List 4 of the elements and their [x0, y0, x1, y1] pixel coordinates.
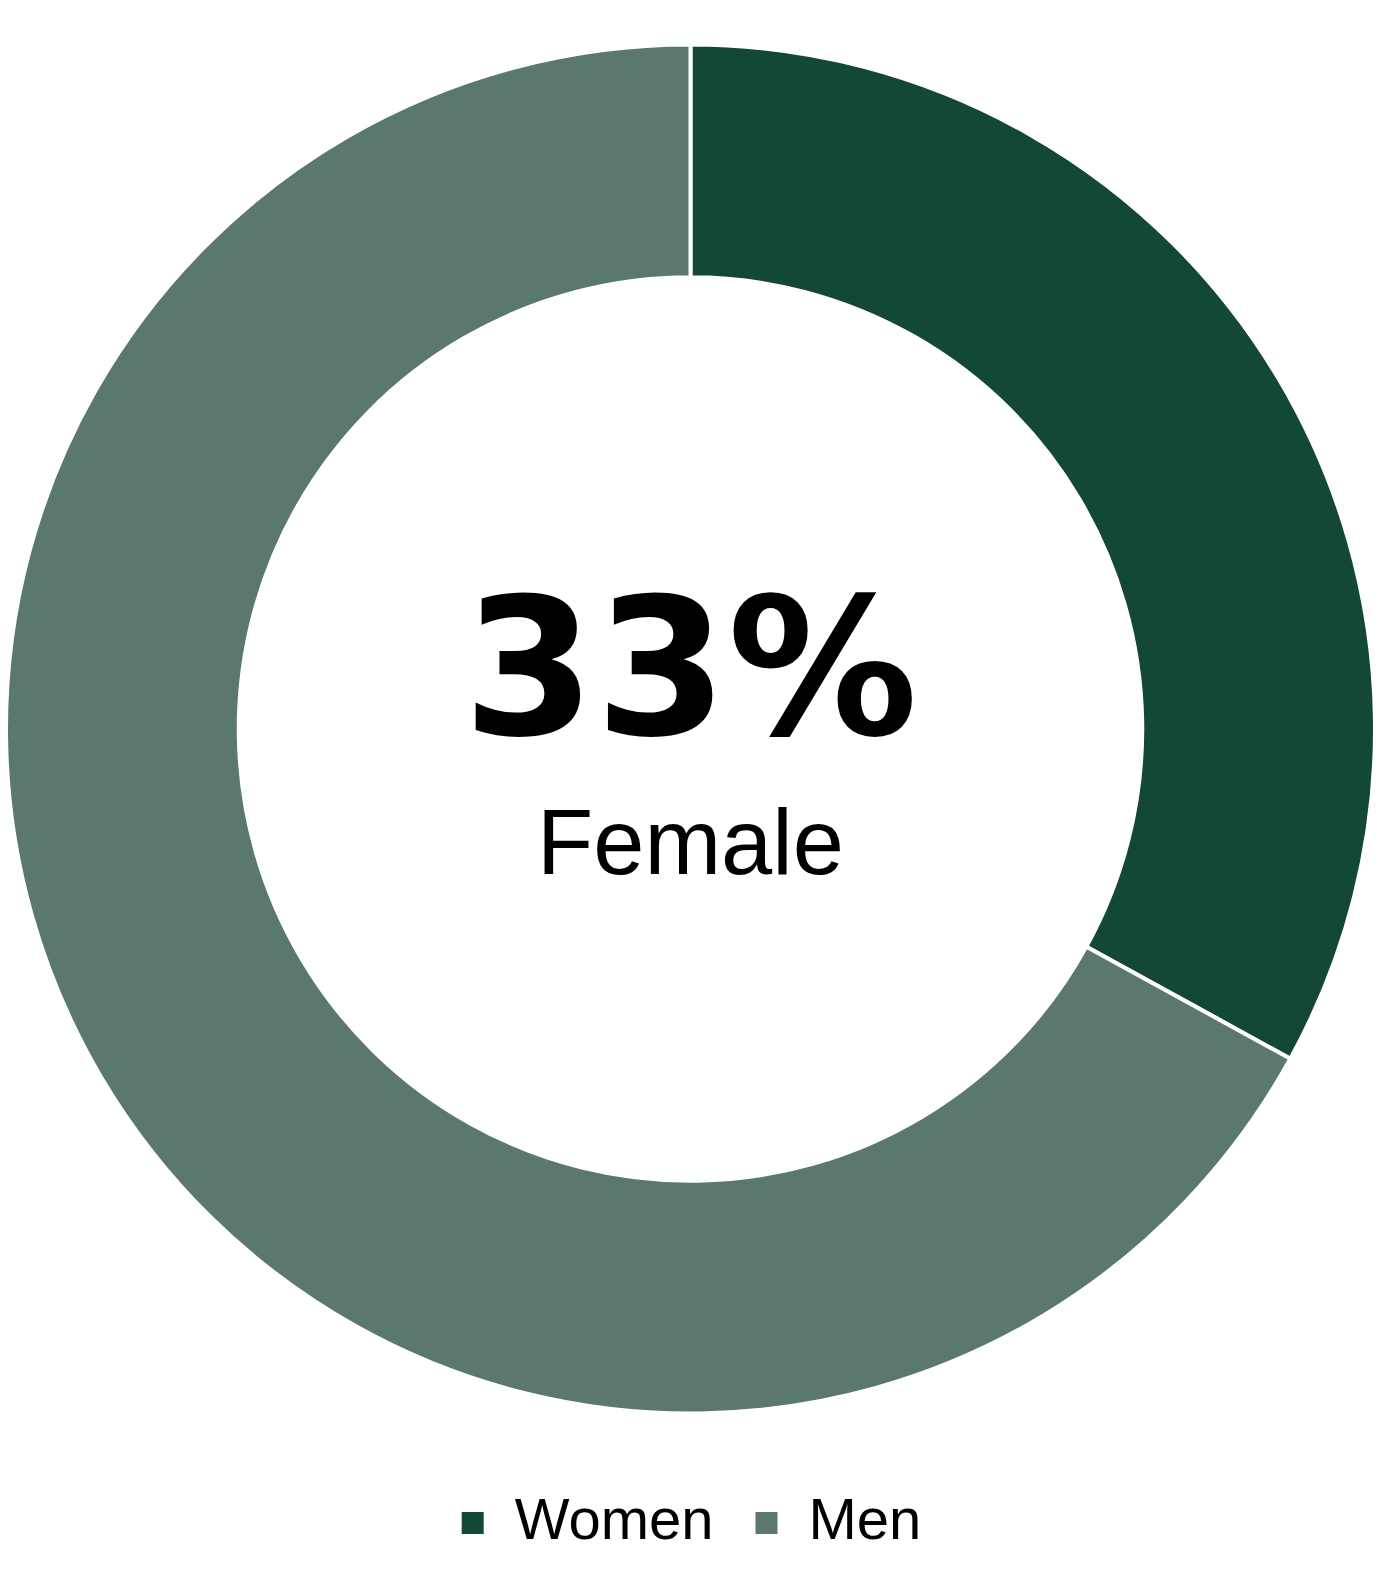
text: Female: [537, 791, 844, 893]
legend-label: Women: [514, 1486, 714, 1551]
text: 33%: [463, 558, 918, 779]
legend-label: Men: [808, 1486, 922, 1551]
